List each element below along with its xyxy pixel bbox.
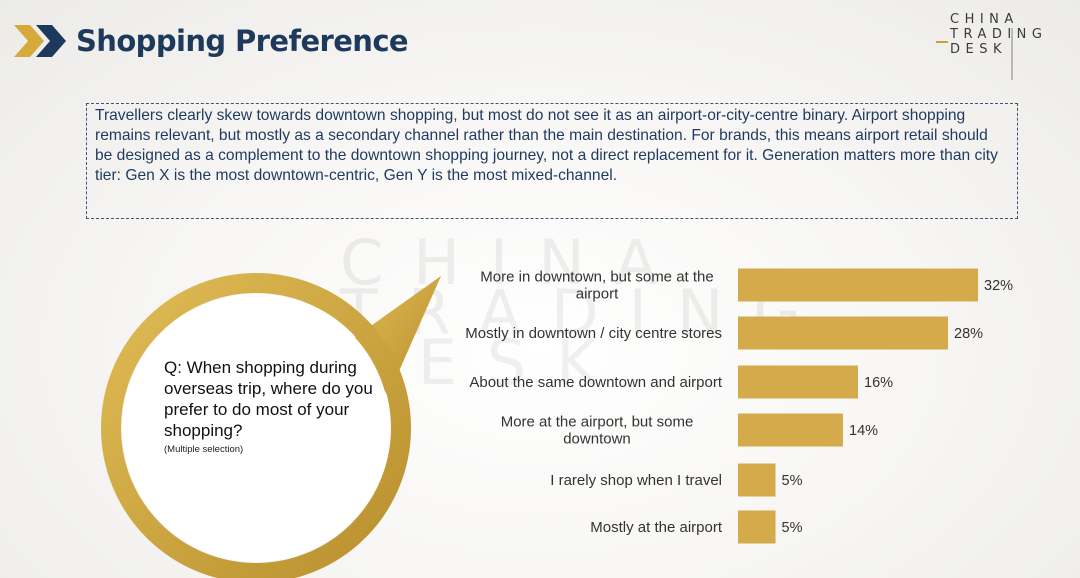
value-label-2: 16% — [864, 375, 893, 391]
question-note: (Multiple selection) — [164, 444, 244, 455]
value-label-0: 32% — [984, 278, 1013, 294]
summary-box: Travellers clearly skew towards downtown… — [86, 103, 1018, 219]
category-label-3: More at the airport, but some downtown — [501, 414, 694, 448]
category-label-1: Mostly in downtown / city centre stores — [465, 325, 722, 342]
bar-5 — [738, 510, 776, 544]
value-label-3: 14% — [849, 423, 878, 439]
page-title: Shopping Preference — [76, 24, 409, 58]
logo-accent-line — [936, 41, 948, 43]
header: Shopping Preference — [12, 18, 409, 64]
double-chevron-icon — [14, 25, 66, 57]
china-trading-desk-logo: CHINA TRADING DESK — [934, 12, 1070, 80]
question-bubble — [101, 273, 441, 578]
value-label-4: 5% — [782, 473, 803, 489]
category-label-5: Mostly at the airport — [590, 519, 723, 536]
logo-row-china: CHINA — [950, 12, 1019, 27]
value-label-1: 28% — [954, 326, 983, 342]
bar-4 — [738, 463, 776, 497]
category-label-2: About the same downtown and airport — [469, 374, 722, 391]
bar-3 — [738, 413, 843, 447]
logo-row-desk: DESK — [950, 42, 1008, 57]
category-label-0: More in downtown, but some at the airport — [480, 269, 713, 303]
category-label-4: I rarely shop when I travel — [550, 472, 722, 489]
bar-1 — [738, 316, 948, 350]
value-label-5: 5% — [782, 520, 803, 536]
logo-row-trading: TRADING — [950, 27, 1048, 42]
question-text: Q: When shopping during overseas trip, w… — [164, 358, 373, 440]
logo-divider-line — [1011, 28, 1013, 80]
bar-2 — [738, 365, 858, 399]
bar-0 — [738, 268, 978, 302]
